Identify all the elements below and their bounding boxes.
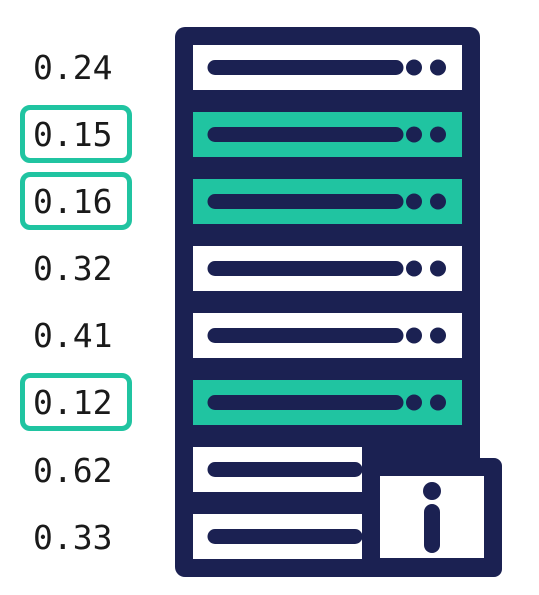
value-list: 0.24 0.15 0.16 0.32 0.41 0.12 0.62 0.33 [0, 0, 160, 595]
value-label-3-highlighted: 0.16 [20, 172, 133, 230]
rack-slot-led-1-2 [430, 59, 446, 76]
value-label-8: 0.33 [33, 518, 113, 557]
value-label-6-highlighted: 0.12 [20, 373, 133, 431]
value-label-2-highlighted: 0.15 [20, 105, 133, 163]
rack-slot-led-6-1 [406, 394, 422, 411]
rack-slot-led-1-1 [406, 59, 422, 76]
rack-slot-led-5-1 [406, 327, 422, 344]
value-label-5: 0.41 [33, 316, 113, 355]
rack-rows [193, 45, 462, 559]
value-label-4: 0.32 [33, 249, 113, 288]
info-icon [362, 458, 502, 577]
rack-slot-led-2-1 [406, 126, 422, 143]
rack-slot-led-2-2 [430, 126, 446, 143]
rack-slot-led-4-2 [430, 260, 446, 277]
value-label-1: 0.24 [33, 48, 113, 87]
rack-frame [175, 27, 480, 577]
rack-slot-led-5-2 [430, 327, 446, 344]
rack-slot-led-3-2 [430, 193, 446, 210]
value-label-7: 0.62 [33, 451, 113, 490]
rack-slot-led-6-2 [430, 394, 446, 411]
rack-slot-led-3-1 [406, 193, 422, 210]
rack-slot-led-4-1 [406, 260, 422, 277]
